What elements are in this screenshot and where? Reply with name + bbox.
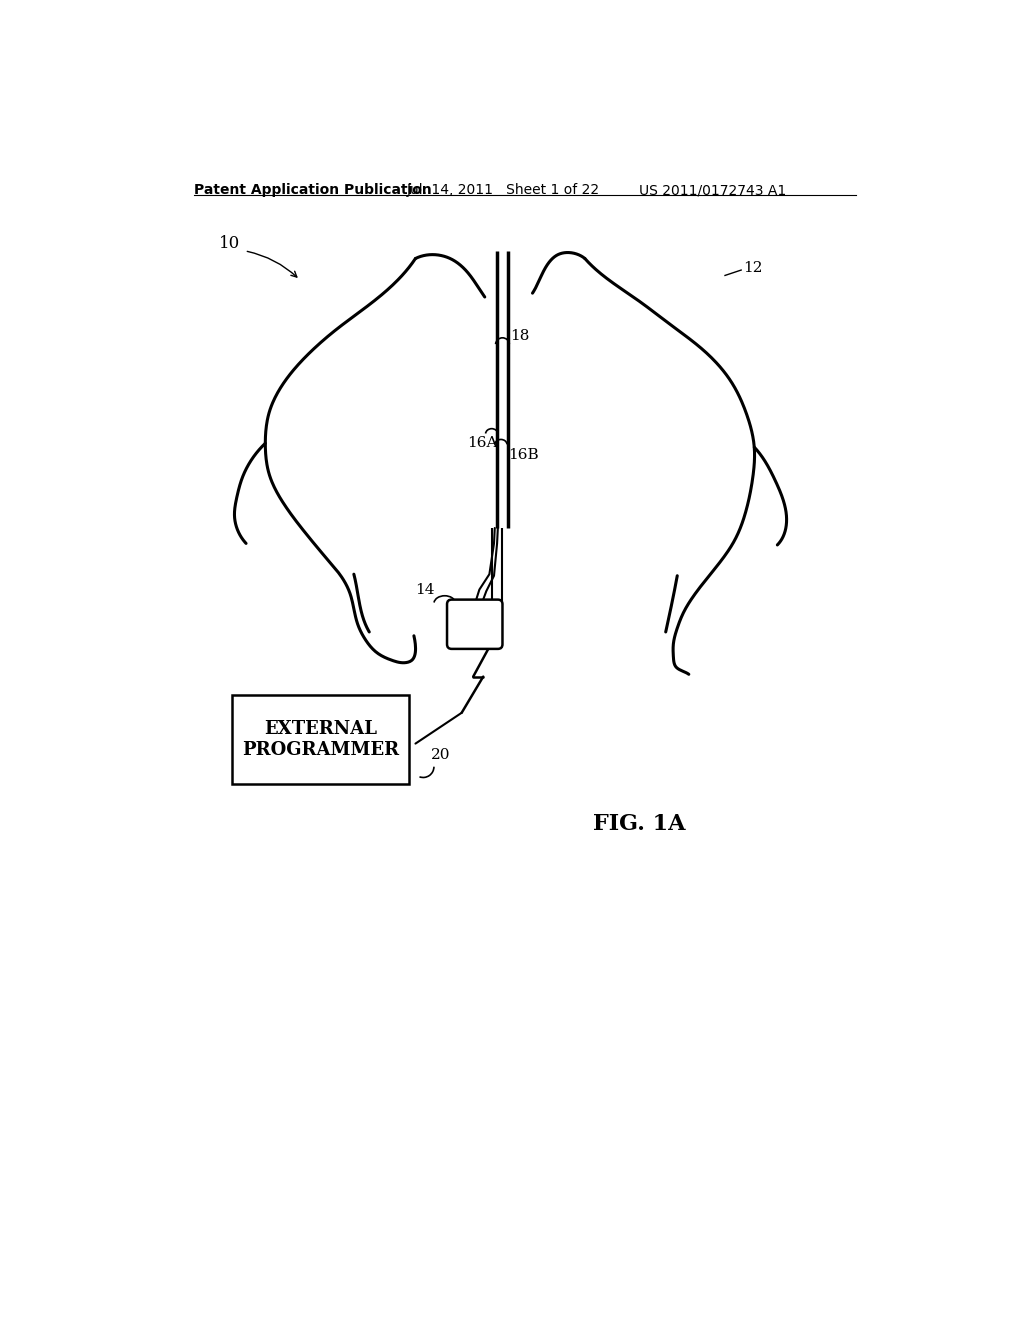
Text: 14: 14 <box>416 582 435 597</box>
Text: US 2011/0172743 A1: US 2011/0172743 A1 <box>639 183 786 197</box>
Text: 12: 12 <box>742 261 762 275</box>
Text: EXTERNAL: EXTERNAL <box>264 719 377 738</box>
Text: 16A: 16A <box>467 437 498 450</box>
Text: 18: 18 <box>510 329 529 342</box>
Text: PROGRAMMER: PROGRAMMER <box>243 741 399 759</box>
Text: 20: 20 <box>431 748 451 762</box>
Bar <box>232 696 410 784</box>
Text: Jul. 14, 2011   Sheet 1 of 22: Jul. 14, 2011 Sheet 1 of 22 <box>407 183 599 197</box>
Text: FIG. 1A: FIG. 1A <box>593 813 685 836</box>
Text: 16B: 16B <box>508 447 539 462</box>
FancyBboxPatch shape <box>447 599 503 649</box>
Text: Patent Application Publication: Patent Application Publication <box>194 183 431 197</box>
Text: 10: 10 <box>219 235 241 252</box>
